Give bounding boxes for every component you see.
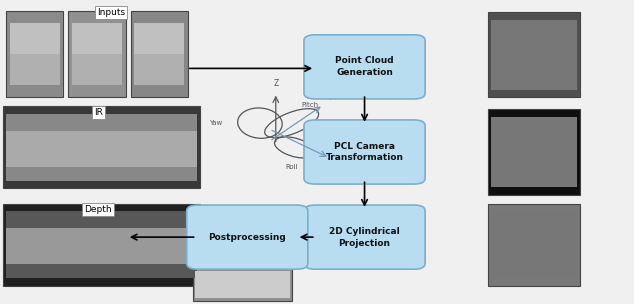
- Text: Depth: Depth: [84, 205, 112, 214]
- Bar: [6, 228, 197, 264]
- Bar: [134, 54, 184, 85]
- Text: Postprocessing: Postprocessing: [209, 233, 286, 242]
- Bar: [72, 54, 122, 85]
- FancyBboxPatch shape: [186, 205, 308, 269]
- FancyBboxPatch shape: [304, 120, 425, 184]
- Bar: [488, 12, 580, 97]
- Bar: [10, 54, 60, 85]
- Bar: [10, 23, 60, 85]
- Bar: [491, 117, 577, 187]
- Text: Roll: Roll: [285, 164, 298, 170]
- Text: Y: Y: [328, 93, 332, 102]
- FancyBboxPatch shape: [304, 35, 425, 99]
- Bar: [193, 266, 292, 301]
- Bar: [131, 11, 188, 97]
- Bar: [488, 109, 580, 195]
- Bar: [491, 20, 577, 90]
- Text: X: X: [332, 161, 337, 170]
- Bar: [3, 204, 200, 286]
- Bar: [6, 211, 197, 278]
- Text: Z: Z: [273, 79, 278, 88]
- Bar: [491, 211, 577, 278]
- Text: PCL Camera
Transformation: PCL Camera Transformation: [325, 142, 404, 162]
- Text: Pitch: Pitch: [301, 102, 318, 108]
- Text: Inputs: Inputs: [97, 8, 125, 17]
- Text: Point Cloud
Generation: Point Cloud Generation: [335, 57, 394, 77]
- Text: IR: IR: [94, 108, 103, 117]
- Bar: [72, 23, 122, 85]
- Bar: [68, 11, 126, 97]
- FancyBboxPatch shape: [304, 205, 425, 269]
- Text: Yaw: Yaw: [209, 120, 222, 126]
- Bar: [6, 11, 63, 97]
- Bar: [3, 106, 200, 188]
- Text: 2D Cylindrical
Projection: 2D Cylindrical Projection: [329, 227, 400, 247]
- Bar: [6, 131, 197, 167]
- Bar: [195, 271, 290, 298]
- Bar: [6, 114, 197, 181]
- Bar: [134, 23, 184, 85]
- Bar: [488, 204, 580, 286]
